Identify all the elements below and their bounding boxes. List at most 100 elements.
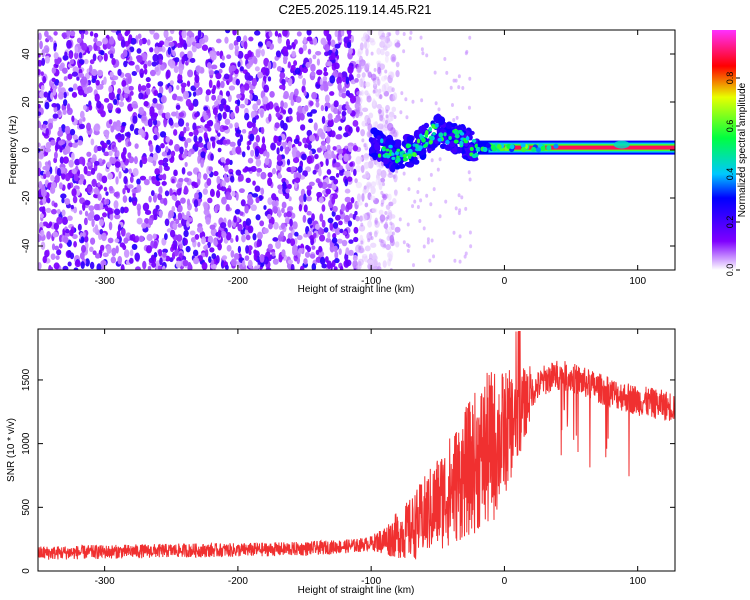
spectrogram-noise-blob [362, 107, 369, 112]
spectrogram-noise-blob [327, 61, 333, 67]
spectrogram-noise-blob [67, 215, 73, 221]
spectrogram-noise-blob [61, 209, 66, 217]
spectrogram-noise-blob [147, 266, 152, 270]
spectrogram-noise-blob [342, 230, 348, 236]
spectrogram-noise-blob [170, 150, 175, 157]
spectrogram-noise-blob [265, 151, 270, 159]
spectrogram-noise-blob [384, 69, 388, 74]
spectrogram-noise-blob [83, 58, 89, 65]
spectrogram-noise-blob [203, 106, 209, 111]
spectrogram-noise-blob [355, 264, 361, 270]
spectrogram-noise-blob [165, 146, 169, 153]
spectrogram-noise-blob [275, 112, 281, 118]
spectrogram-noise-blob [175, 110, 179, 119]
spectrogram-noise-blob [209, 224, 216, 230]
spectrogram-noise-blob [151, 261, 157, 268]
spectrogram-noise-blob [290, 263, 295, 270]
spectrogram-noise-blob [253, 265, 259, 270]
spectrogram-noise-blob [210, 136, 216, 142]
spectrogram-noise-blob [220, 260, 225, 269]
spectrogram-noise-blob [182, 90, 189, 100]
spectrogram-noise-blob [235, 78, 240, 86]
spectrogram-noise-blob [364, 81, 371, 88]
spectrogram-noise-blob [292, 156, 300, 164]
spectrogram-noise-blob [267, 76, 272, 82]
spectrogram-noise-blob [408, 36, 412, 41]
spectrogram-noise-blob [71, 168, 77, 175]
spectrogram-noise-blob [223, 73, 230, 80]
spectrogram-noise-blob [365, 122, 369, 127]
x-tick-label: -300 [95, 576, 115, 587]
spectrogram-noise-blob [384, 221, 388, 230]
spectrogram-noise-blob [86, 161, 92, 167]
spectrogram-noise-blob [135, 266, 141, 270]
spectrogram-noise-blob [53, 31, 58, 36]
spectrogram-noise-blob [330, 52, 336, 60]
spectrogram-noise-blob [338, 248, 342, 255]
spectrogram-noise-blob [140, 85, 147, 91]
spectrogram-noise-blob [222, 139, 228, 145]
spectrogram-noise-blob [396, 40, 400, 45]
spectrogram-noise-blob [252, 233, 257, 241]
spectrogram-noise-blob [286, 183, 292, 190]
spectrogram-noise-blob [306, 185, 313, 191]
spectrogram-noise-blob [327, 113, 333, 121]
spectrogram-noise-blob [341, 71, 348, 80]
spectrogram-noise-blob [64, 198, 71, 205]
spectrogram-noise-blob [221, 180, 227, 187]
spectrogram-noise-blob [115, 124, 122, 132]
spectrogram-noise-blob [81, 244, 87, 253]
spectrogram-onset-peak [402, 153, 408, 158]
spectrogram-noise-blob [399, 110, 403, 115]
spectrogram-noise-blob [356, 193, 362, 202]
spectrogram-noise-blob [220, 185, 227, 192]
spectrogram-noise-blob [58, 81, 64, 87]
spectrogram-noise-blob [206, 62, 212, 69]
spectrogram-noise-blob [95, 253, 101, 259]
spectrogram-noise-blob [379, 177, 386, 183]
spectrogram-noise-blob [420, 98, 424, 103]
spectrogram-noise-blob [267, 177, 273, 187]
carrier-band-blob [496, 144, 502, 150]
spectrogram-noise-blob [274, 30, 279, 37]
spectrogram-noise-blob [147, 60, 152, 67]
spectrogram-noise-blob [377, 66, 382, 75]
spectrogram-noise-blob [51, 181, 57, 189]
spectrogram-noise-blob [302, 137, 308, 144]
spectrogram-noise-blob [224, 118, 231, 125]
spectrogram-noise-blob [197, 30, 202, 38]
spectrogram-noise-blob [78, 30, 86, 35]
spectrogram-noise-blob [91, 68, 98, 76]
spectrogram-noise-blob [93, 37, 98, 43]
spectrogram-noise-blob [272, 258, 279, 265]
snr-x-ticks: -300 -200 -100 0 100 [95, 329, 646, 587]
spectrogram-noise-blob [320, 131, 326, 140]
spectrogram-noise-blob [157, 92, 163, 98]
spectrogram-noise-blob [375, 177, 382, 186]
spectrogram-noise-blob [310, 109, 318, 114]
spectrogram-onset-peak [407, 155, 412, 160]
spectrogram-noise-blob [329, 175, 336, 181]
spectrogram-noise-blob [286, 158, 291, 166]
spectrogram-noise-blob [173, 65, 179, 74]
spectrogram-noise-blob [281, 78, 286, 86]
spectrogram-noise-blob [153, 252, 158, 258]
spectrogram-noise-blob [60, 62, 65, 69]
spectrogram-onset-peak [391, 156, 396, 161]
spectrogram-noise-blob [120, 264, 125, 270]
spectrogram-noise-blob [303, 193, 307, 203]
spectrogram-noise-blob [341, 92, 347, 99]
spectrogram-noise-blob [370, 181, 377, 188]
spectrogram-noise-blob [333, 245, 338, 253]
spectrogram-noise-blob [314, 153, 319, 160]
spectrogram-noise-blob [109, 71, 114, 78]
spectrogram-noise-blob [43, 91, 49, 98]
spectrogram-noise-blob [177, 204, 183, 213]
spectrogram-noise-blob [160, 64, 166, 71]
spectrogram-noise-blob [287, 107, 293, 115]
spectrogram-noise-blob [250, 204, 257, 212]
spectrogram-noise-blob [142, 260, 147, 270]
spectrogram-noise-blob [305, 195, 313, 202]
spectrogram-noise-blob [364, 114, 370, 123]
